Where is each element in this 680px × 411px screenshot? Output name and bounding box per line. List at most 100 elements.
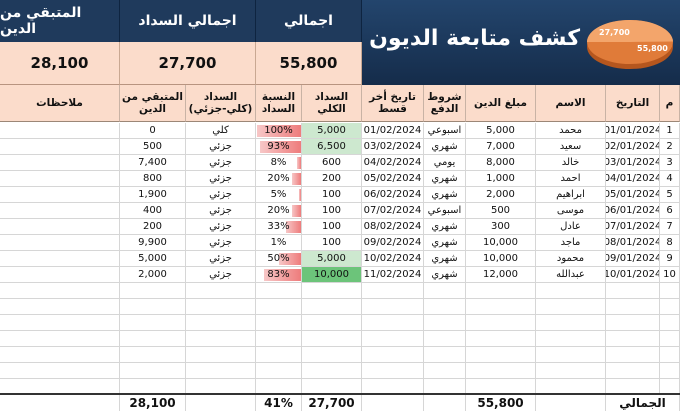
cell-name[interactable]: خالد [536, 155, 606, 171]
cell-last-date[interactable] [362, 331, 424, 347]
cell-pct[interactable] [256, 331, 302, 347]
cell-remaining[interactable]: 7,400 [120, 155, 186, 171]
cell-type[interactable]: جزئي [186, 203, 256, 219]
cell-name[interactable] [536, 331, 606, 347]
cell-type[interactable] [186, 299, 256, 315]
cell-pct[interactable] [256, 363, 302, 379]
cell-terms[interactable] [424, 347, 466, 363]
cell-amount[interactable]: 300 [466, 219, 536, 235]
cell-amount[interactable] [466, 347, 536, 363]
cell-type[interactable] [186, 315, 256, 331]
cell-total-paid[interactable]: 600 [302, 155, 362, 171]
cell-notes[interactable] [0, 219, 120, 235]
cell-type[interactable] [186, 283, 256, 299]
cell-pct[interactable]: 83% [256, 267, 302, 283]
cell-amount[interactable] [466, 315, 536, 331]
cell-terms[interactable]: اسبوعي [424, 203, 466, 219]
cell-remaining[interactable]: 0 [120, 123, 186, 139]
cell-remaining[interactable] [120, 299, 186, 315]
cell-date[interactable]: 01/01/2024 [606, 123, 660, 139]
cell-type[interactable]: جزئي [186, 187, 256, 203]
cell-total-paid[interactable]: 5,000 [302, 251, 362, 267]
cell-date[interactable] [606, 331, 660, 347]
cell-notes[interactable] [0, 203, 120, 219]
cell-amount[interactable]: 2,000 [466, 187, 536, 203]
cell-amount[interactable]: 10,000 [466, 235, 536, 251]
cell-terms[interactable]: شهري [424, 187, 466, 203]
cell-total-paid[interactable]: 10,000 [302, 267, 362, 283]
cell-remaining[interactable] [120, 283, 186, 299]
cell-name[interactable] [536, 315, 606, 331]
cell-num[interactable]: 4 [660, 171, 680, 187]
cell-name[interactable] [536, 299, 606, 315]
cell-terms[interactable] [424, 363, 466, 379]
cell-amount[interactable]: 7,000 [466, 139, 536, 155]
cell-amount[interactable] [466, 331, 536, 347]
cell-amount[interactable]: 500 [466, 203, 536, 219]
cell-num[interactable]: 3 [660, 155, 680, 171]
cell-date[interactable]: 05/01/2024 [606, 187, 660, 203]
cell-notes[interactable] [0, 155, 120, 171]
cell-num[interactable]: 2 [660, 139, 680, 155]
cell-num[interactable] [660, 363, 680, 379]
cell-remaining[interactable]: 500 [120, 139, 186, 155]
cell-pct[interactable]: 100% [256, 123, 302, 139]
cell-last-date[interactable]: 08/02/2024 [362, 219, 424, 235]
cell-pct[interactable]: 20% [256, 203, 302, 219]
cell-remaining[interactable]: 400 [120, 203, 186, 219]
cell-name[interactable]: ماجد [536, 235, 606, 251]
cell-remaining[interactable]: 2,000 [120, 267, 186, 283]
cell-total-paid[interactable]: 200 [302, 171, 362, 187]
cell-pct[interactable]: 8% [256, 155, 302, 171]
cell-last-date[interactable]: 10/02/2024 [362, 251, 424, 267]
cell-terms[interactable]: شهري [424, 251, 466, 267]
cell-notes[interactable] [0, 363, 120, 379]
cell-remaining[interactable]: 5,000 [120, 251, 186, 267]
cell-last-date[interactable] [362, 363, 424, 379]
cell-total-paid[interactable] [302, 363, 362, 379]
cell-amount[interactable]: 10,000 [466, 251, 536, 267]
cell-total-paid[interactable]: 6,500 [302, 139, 362, 155]
cell-terms[interactable]: يومي [424, 155, 466, 171]
cell-last-date[interactable]: 06/02/2024 [362, 187, 424, 203]
cell-notes[interactable] [0, 251, 120, 267]
cell-total-paid[interactable]: 100 [302, 235, 362, 251]
cell-last-date[interactable]: 01/02/2024 [362, 123, 424, 139]
cell-date[interactable] [606, 347, 660, 363]
cell-pct[interactable]: 5% [256, 187, 302, 203]
cell-type[interactable] [186, 363, 256, 379]
cell-last-date[interactable]: 09/02/2024 [362, 235, 424, 251]
cell-last-date[interactable]: 05/02/2024 [362, 171, 424, 187]
cell-type[interactable]: جزئي [186, 219, 256, 235]
cell-remaining[interactable]: 9,900 [120, 235, 186, 251]
cell-terms[interactable]: شهري [424, 219, 466, 235]
cell-total-paid[interactable]: 100 [302, 187, 362, 203]
cell-name[interactable] [536, 347, 606, 363]
cell-type[interactable] [186, 331, 256, 347]
cell-type[interactable]: جزئي [186, 139, 256, 155]
cell-type[interactable]: جزئي [186, 235, 256, 251]
cell-notes[interactable] [0, 347, 120, 363]
cell-amount[interactable] [466, 283, 536, 299]
cell-pct[interactable] [256, 315, 302, 331]
cell-pct[interactable] [256, 347, 302, 363]
cell-last-date[interactable] [362, 347, 424, 363]
cell-notes[interactable] [0, 139, 120, 155]
cell-num[interactable]: 6 [660, 203, 680, 219]
cell-notes[interactable] [0, 187, 120, 203]
cell-date[interactable] [606, 315, 660, 331]
cell-type[interactable]: كلي [186, 123, 256, 139]
cell-notes[interactable] [0, 267, 120, 283]
cell-terms[interactable]: شهري [424, 267, 466, 283]
cell-type[interactable]: جزئي [186, 171, 256, 187]
cell-num[interactable] [660, 283, 680, 299]
cell-last-date[interactable]: 04/02/2024 [362, 155, 424, 171]
cell-terms[interactable]: شهري [424, 171, 466, 187]
cell-last-date[interactable] [362, 283, 424, 299]
cell-amount[interactable]: 1,000 [466, 171, 536, 187]
cell-total-paid[interactable] [302, 283, 362, 299]
cell-num[interactable] [660, 315, 680, 331]
cell-pct[interactable]: 20% [256, 171, 302, 187]
cell-total-paid[interactable] [302, 331, 362, 347]
cell-total-paid[interactable] [302, 315, 362, 331]
